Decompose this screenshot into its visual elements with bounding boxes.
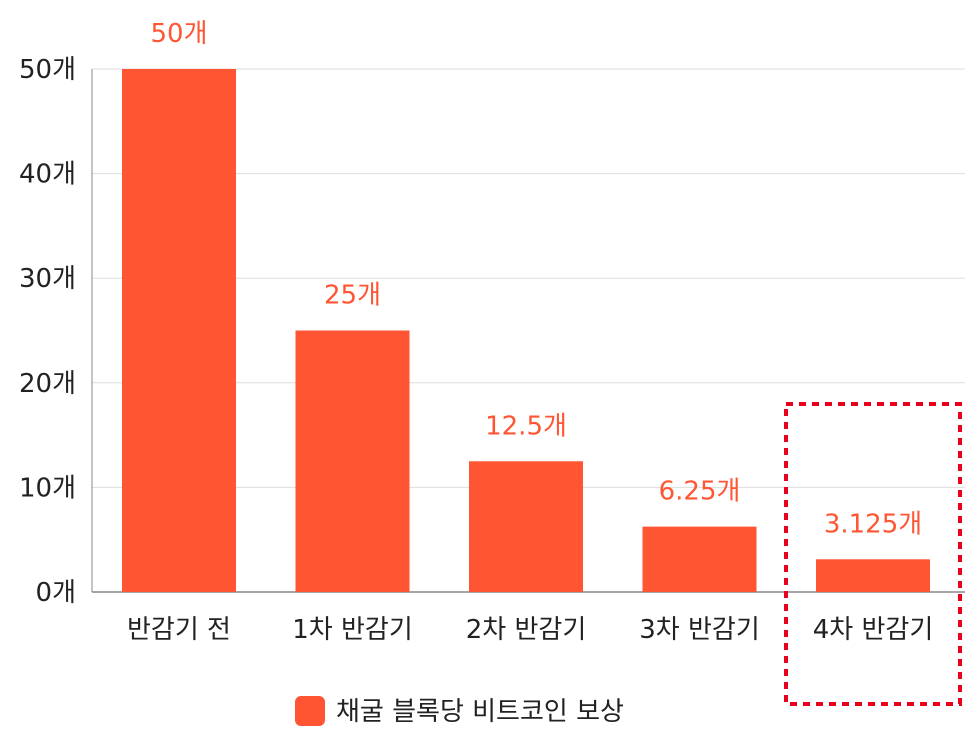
x-axis-categories: 반감기 전 1차 반감기 2차 반감기 3차 반감기 4차 반감기 [127,615,933,645]
y-tick-label: 10개 [19,473,76,503]
y-axis-ticks: 0개 10개 20개 30개 40개 50개 [19,55,76,608]
x-category-label: 2차 반감기 [466,615,587,645]
grid-lines [92,68,965,488]
bars [122,69,930,592]
bar [816,559,930,592]
x-category-label: 1차 반감기 [292,615,413,645]
data-label: 12.5개 [485,411,567,441]
x-category-label: 3차 반감기 [639,615,760,645]
legend-label: 채굴 블록당 비트코인 보상 [336,697,624,727]
bar [122,69,236,592]
bar [469,461,583,592]
bar [642,526,757,592]
data-label: 50개 [150,19,207,49]
data-label: 25개 [324,281,381,311]
data-label: 6.25개 [659,477,741,507]
y-tick-label: 0개 [36,578,76,608]
y-tick-label: 40개 [19,160,76,190]
y-tick-label: 50개 [19,55,76,85]
bar [295,330,410,592]
y-tick-label: 30개 [19,264,76,294]
data-labels: 50개 25개 12.5개 6.25개 3.125개 [150,19,922,539]
x-category-label: 4차 반감기 [813,615,934,645]
x-category-label: 반감기 전 [127,615,231,645]
y-tick-label: 20개 [19,369,76,399]
highlight-box [784,402,962,706]
legend-swatch [295,696,325,726]
data-label: 3.125개 [824,509,922,539]
legend: 채굴 블록당 비트코인 보상 [295,696,624,727]
